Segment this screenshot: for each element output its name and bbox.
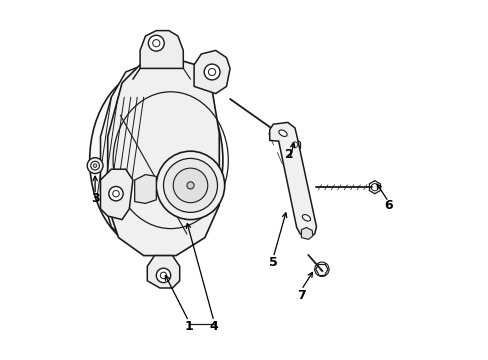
Circle shape: [156, 268, 170, 283]
Circle shape: [87, 158, 103, 174]
Polygon shape: [107, 58, 219, 256]
Text: 6: 6: [384, 199, 392, 212]
Circle shape: [148, 35, 164, 51]
Text: 4: 4: [209, 320, 218, 333]
Polygon shape: [101, 61, 208, 252]
Ellipse shape: [89, 68, 223, 252]
Circle shape: [156, 151, 224, 220]
Text: 7: 7: [296, 289, 305, 302]
Circle shape: [173, 168, 207, 203]
Circle shape: [108, 186, 123, 201]
Polygon shape: [147, 256, 179, 288]
Polygon shape: [301, 228, 312, 239]
Polygon shape: [134, 175, 156, 203]
Polygon shape: [269, 122, 316, 238]
Circle shape: [186, 182, 194, 189]
Text: 3: 3: [91, 192, 99, 205]
Circle shape: [91, 161, 99, 170]
Polygon shape: [194, 50, 230, 94]
Text: 5: 5: [268, 256, 277, 269]
Polygon shape: [140, 31, 183, 68]
Circle shape: [163, 158, 217, 212]
Ellipse shape: [302, 215, 310, 221]
Circle shape: [93, 164, 97, 167]
Ellipse shape: [278, 130, 286, 136]
Text: 1: 1: [184, 320, 193, 333]
Text: 2: 2: [285, 148, 293, 161]
Circle shape: [204, 64, 220, 80]
Polygon shape: [101, 169, 133, 220]
